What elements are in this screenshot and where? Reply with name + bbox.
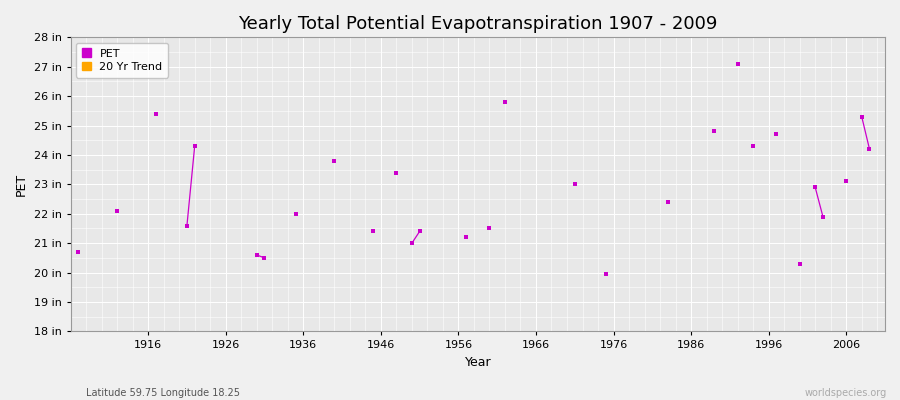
Legend: PET, 20 Yr Trend: PET, 20 Yr Trend [76,43,168,78]
Y-axis label: PET: PET [15,173,28,196]
Text: worldspecies.org: worldspecies.org [805,388,886,398]
Title: Yearly Total Potential Evapotranspiration 1907 - 2009: Yearly Total Potential Evapotranspiratio… [238,15,717,33]
X-axis label: Year: Year [464,356,491,369]
Text: Latitude 59.75 Longitude 18.25: Latitude 59.75 Longitude 18.25 [86,388,239,398]
